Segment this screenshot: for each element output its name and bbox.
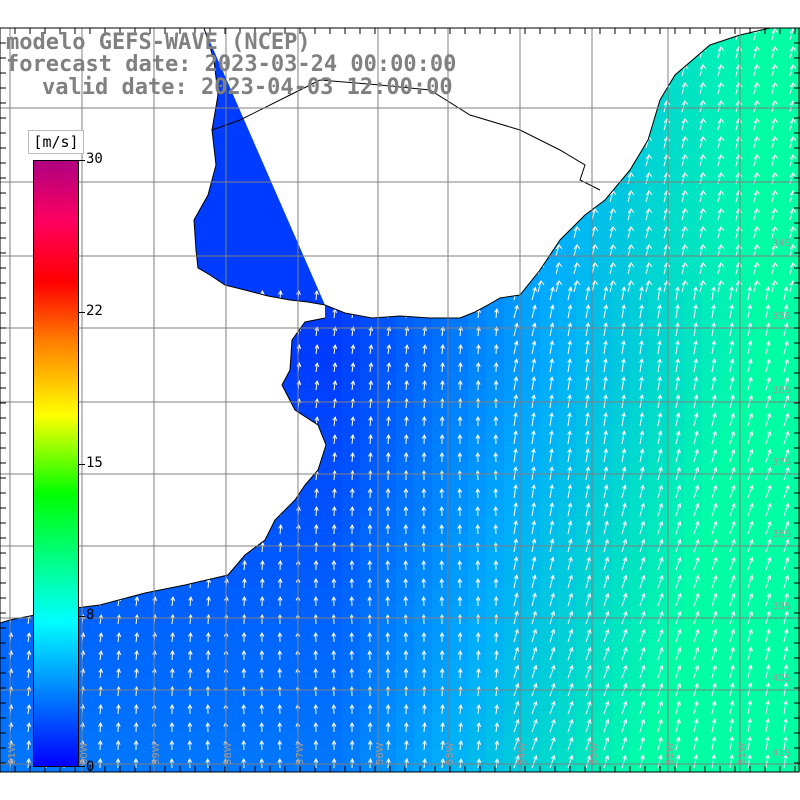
valid-date: valid date: 2023-04-03 12:00:00 <box>42 75 453 100</box>
frame-ticks <box>0 27 800 772</box>
lon-label: 58W <box>223 742 234 765</box>
lon-label: 56W <box>375 742 386 765</box>
latitude-labels: 34S 35S 36S 37S 38S 39S 40S 41S <box>772 238 791 759</box>
lon-label: 54W <box>517 742 528 765</box>
lat-label: 37S <box>772 457 791 468</box>
lon-label: 60W <box>79 742 90 765</box>
colorbar-tick-8: 8 <box>86 607 95 623</box>
longitude-labels: 61W 60W 59W 58W 57W 56W 55W 54W 53W 52W 51W <box>7 742 748 765</box>
lat-label: 39S <box>772 601 791 612</box>
lat-label: 34S <box>772 238 791 249</box>
lon-label: 53W <box>589 742 600 765</box>
lat-label: 35S <box>772 311 791 322</box>
lon-label: 59W <box>151 742 162 765</box>
lon-label: 61W <box>7 742 18 765</box>
colorbar-mark <box>79 160 85 161</box>
lat-label: 36S <box>772 385 791 396</box>
lat-label: 41S <box>772 748 791 759</box>
lon-label: 51W <box>737 742 748 765</box>
colorbar <box>33 160 79 767</box>
colorbar-mark <box>79 464 85 465</box>
lat-label: 40S <box>772 673 791 684</box>
coastline <box>0 27 771 624</box>
colorbar-mark <box>79 312 85 313</box>
map-frame <box>0 27 800 773</box>
colorbar-unit: [m/s] <box>28 130 84 154</box>
colorbar-tick-0: 0 <box>86 759 95 775</box>
colorbar-mark <box>79 616 85 617</box>
colorbar-tick-22: 22 <box>86 303 103 319</box>
colorbar-mark <box>79 766 85 767</box>
colorbar-tick-15: 15 <box>86 455 103 471</box>
lat-lon-grid <box>0 28 800 772</box>
forecast-date: forecast date: 2023-03-24 00:00:00 <box>6 52 457 77</box>
model-title: modelo GEFS-WAVE (NCEP) <box>6 30 311 55</box>
country-border <box>211 79 601 191</box>
lon-label: 57W <box>295 742 306 765</box>
lon-label: 52W <box>665 742 676 765</box>
lon-label: 55W <box>445 742 456 765</box>
colorbar-tick-30: 30 <box>86 151 103 167</box>
lat-label: 38S <box>772 529 791 540</box>
